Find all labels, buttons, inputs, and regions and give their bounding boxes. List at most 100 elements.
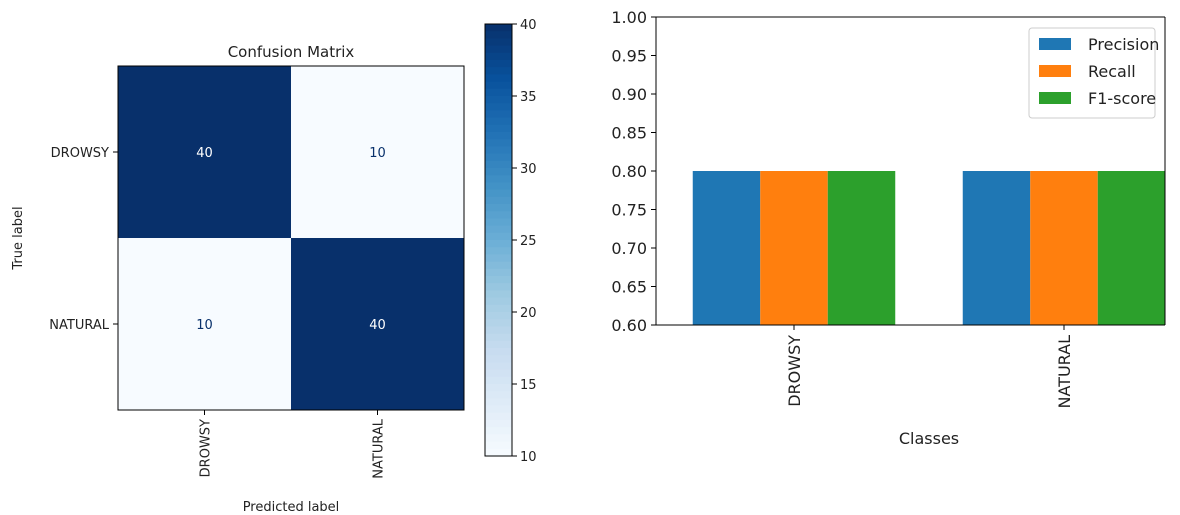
colorbar-segment (485, 333, 512, 342)
colorbar-segment (485, 168, 512, 176)
y-tick-label: 0.70 (611, 239, 647, 258)
colorbar-segment (485, 427, 512, 435)
colorbar-tick-label: 30 (520, 162, 537, 177)
colorbar-segment (485, 391, 512, 399)
colorbar-segment (485, 304, 512, 313)
matrix-cell-label: 10 (196, 318, 213, 333)
colorbar-segment (485, 117, 512, 126)
legend-swatch (1039, 38, 1071, 50)
colorbar-segment (485, 247, 512, 255)
colorbar-segment (485, 88, 512, 97)
colorbar-segment (485, 67, 512, 75)
colorbar-segment (485, 211, 512, 219)
colorbar-segment (485, 132, 512, 140)
colorbar-segment (485, 319, 512, 327)
bar (827, 171, 896, 325)
x-axis-label: Classes (899, 429, 959, 448)
colorbar-tick-label: 10 (520, 450, 537, 465)
y-tick-label: 0.95 (611, 47, 647, 66)
matrix-cell-label: 40 (369, 318, 386, 333)
colorbar-segment (485, 362, 512, 371)
colorbar-segment (485, 312, 512, 320)
colorbar-segment (485, 412, 512, 421)
colorbar-segment (485, 204, 512, 212)
matrix-cell (118, 238, 291, 410)
y-tick-label: 0.90 (611, 85, 647, 104)
colorbar-segment (485, 254, 512, 263)
colorbar-segment (485, 96, 512, 104)
colorbar-segment (485, 276, 512, 284)
colorbar-segment (485, 232, 512, 241)
metrics-bar-chart: 0.60 0.65 0.70 0.75 0.80 0.85 0.90 0.95 1.00 DROW… (611, 8, 1166, 448)
legend-label: F1-score (1088, 89, 1156, 108)
colorbar-segment (485, 45, 512, 54)
colorbar-segment (485, 348, 512, 356)
colorbar-segment (485, 369, 512, 378)
colorbar-segment (485, 218, 512, 227)
matrix-cell (118, 66, 291, 238)
bar (1030, 171, 1098, 325)
x-axis-label: Predicted label (243, 500, 340, 515)
matrix-cell-label: 10 (369, 146, 386, 161)
colorbar-segment (485, 139, 512, 147)
colorbar-segment (485, 448, 512, 457)
colorbar-segment (485, 355, 512, 363)
colorbar-segment (485, 441, 512, 450)
colorbar-tick-label: 35 (520, 90, 537, 105)
colorbar-segment (485, 283, 512, 291)
y-tick-label: 0.75 (611, 201, 647, 220)
x-tick-label: DROWSY (785, 335, 804, 407)
colorbar-segment (485, 74, 512, 83)
matrix-cell-label: 40 (196, 146, 213, 161)
y-tick-label: 0.80 (611, 162, 647, 181)
colorbar-segment (485, 52, 512, 61)
colorbar-segment (485, 60, 512, 68)
bar (962, 171, 1031, 325)
bar (760, 171, 828, 325)
matrix-frame (117, 65, 465, 411)
colorbar-segment (485, 225, 512, 234)
colorbar-segment (485, 175, 512, 183)
legend-label: Precision (1088, 35, 1159, 54)
colorbar-segment (485, 160, 512, 169)
colorbar-segment (485, 38, 512, 47)
colorbar-segment (485, 340, 512, 349)
y-tick-label: 0.60 (611, 316, 647, 335)
confusion-matrix-title: Confusion Matrix (228, 43, 355, 61)
colorbar-segment (485, 189, 512, 198)
colorbar-tick-label: 15 (520, 378, 537, 393)
colorbar-segment (485, 103, 512, 111)
y-tick-label: 1.00 (611, 8, 647, 27)
bar (1097, 171, 1166, 325)
colorbar-segment (485, 420, 512, 428)
x-tick-label: DROWSY (199, 419, 214, 477)
colorbar-tick-label: 25 (520, 234, 537, 249)
y-tick-label: 0.65 (611, 278, 647, 297)
y-axis-label: True label (11, 206, 26, 270)
y-tick-label: DROWSY (51, 146, 109, 161)
colorbar-segment (485, 124, 512, 133)
colorbar-segment (485, 268, 512, 277)
colorbar-tick-label: 40 (520, 18, 537, 33)
legend-label: Recall (1088, 62, 1136, 81)
colorbar-segment (485, 31, 512, 39)
matrix-cell (291, 66, 464, 238)
colorbar-segment (485, 196, 512, 205)
colorbar-segment (485, 398, 512, 407)
x-tick-label: NATURAL (1055, 335, 1074, 409)
colorbar-segment (485, 384, 512, 392)
colorbar-segment (485, 405, 512, 414)
colorbar-segment (485, 240, 512, 248)
legend-swatch (1039, 92, 1071, 104)
matrix-cell (291, 238, 464, 410)
colorbar-tick-label: 20 (520, 306, 537, 321)
colorbar-segment (485, 261, 512, 270)
colorbar-segment (485, 110, 512, 119)
legend-swatch (1039, 65, 1071, 77)
colorbar-segment (485, 290, 512, 299)
colorbar-segment (485, 153, 512, 162)
colorbar-segment (485, 182, 512, 191)
y-tick-label: NATURAL (49, 318, 109, 333)
confusion-matrix-chart: Confusion Matrix 40 10 10 40 DROWSY NATURAL DRO… (11, 18, 537, 515)
